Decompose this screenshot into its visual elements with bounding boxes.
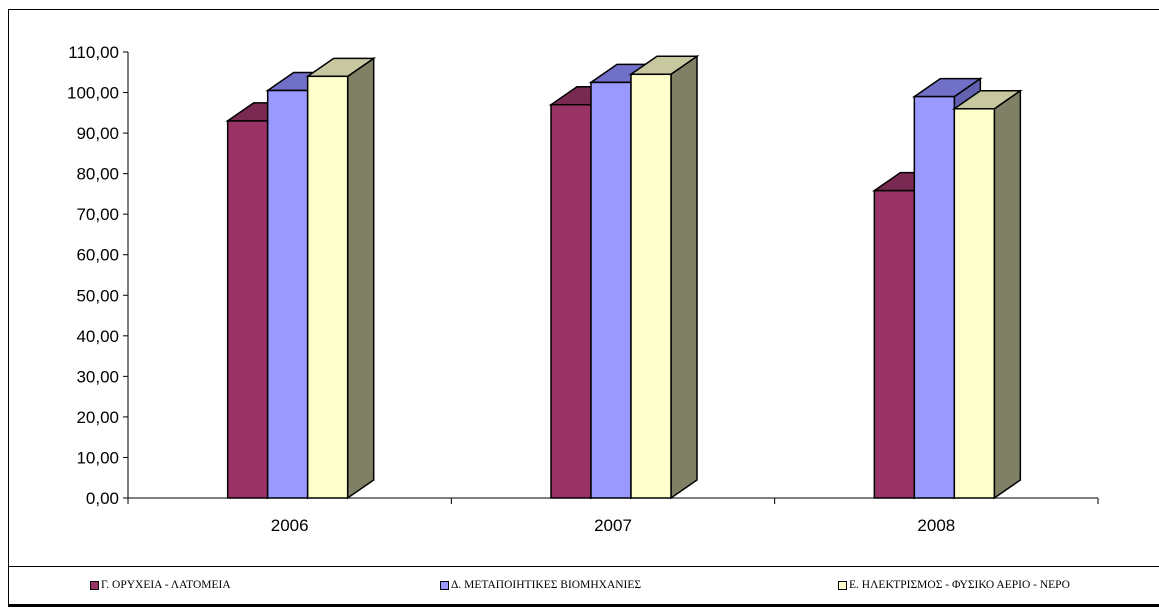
legend-label-mining: Γ. ΟΡΥΧΕΙΑ - ΛΑΤΟΜΕΙΑ [101, 579, 231, 591]
y-tick-label: 20,00 [76, 408, 119, 427]
bar [266, 89, 309, 499]
bar [226, 120, 269, 499]
y-tick-label: 110,00 [68, 43, 119, 62]
chart-frame [8, 9, 1159, 607]
y-tick-label: 80,00 [76, 165, 119, 184]
y-tick-label: 90,00 [76, 124, 119, 143]
legend-item-electricity: Ε. ΗΛΕΚΤΡΙΣΜΟΣ - ΦΥΣΙΚΟ ΑΕΡΙΟ - ΝΕΡΟ [838, 578, 1159, 592]
legend-swatch-electricity [838, 580, 847, 590]
legend [8, 566, 1159, 607]
bar-side [993, 89, 1022, 500]
bar [913, 95, 956, 499]
y-tick-label: 100,00 [67, 84, 119, 103]
legend-swatch-mining [90, 580, 99, 590]
y-tick-label: 60,00 [76, 246, 119, 265]
bar-side [670, 54, 698, 500]
bar-side [346, 56, 375, 500]
y-tick-label: 30,00 [76, 367, 119, 386]
x-tick-label: 2008 [917, 516, 955, 535]
bar [550, 103, 592, 499]
legend-item-manufacturing: Δ. ΜΕΤΑΠΟΙΗΤΙΚΕΣ ΒΙΟΜΗΧΑΝΙΕΣ [440, 578, 641, 592]
x-tick-label: 2007 [594, 516, 632, 535]
legend-label-electricity: Ε. ΗΛΕΚΤΡΙΣΜΟΣ - ΦΥΣΙΚΟ ΑΕΡΙΟ - ΝΕΡΟ [849, 579, 1070, 591]
bar [306, 75, 349, 499]
bar [873, 189, 916, 499]
y-tick-label: 50,00 [76, 286, 119, 305]
x-tick-label: 2006 [271, 516, 309, 535]
bar [590, 81, 632, 499]
y-tick-label: 40,00 [76, 327, 119, 346]
bar [630, 73, 672, 499]
y-tick-label: 70,00 [76, 205, 119, 224]
bar [953, 108, 996, 499]
legend-swatch-manufacturing [440, 580, 449, 590]
legend-item-mining: Γ. ΟΡΥΧΕΙΑ - ΛΑΤΟΜΕΙΑ [90, 578, 231, 592]
legend-label-manufacturing: Δ. ΜΕΤΑΠΟΙΗΤΙΚΕΣ ΒΙΟΜΗΧΑΝΙΕΣ [451, 579, 642, 591]
y-tick-label: 0,00 [86, 489, 119, 508]
y-tick-label: 10,00 [76, 448, 119, 467]
